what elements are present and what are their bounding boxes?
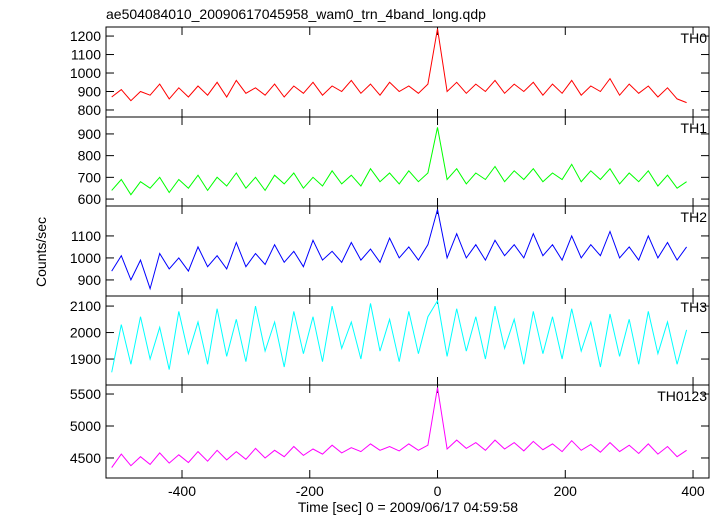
panel-label: TH3: [681, 299, 708, 315]
panel-label: TH0123: [657, 388, 707, 404]
x-tick-label: 400: [681, 483, 705, 499]
y-tick-label: 900: [78, 126, 102, 142]
y-tick-label: 5500: [70, 386, 101, 402]
series-line: [111, 127, 687, 196]
panel-frame: [105, 295, 710, 386]
x-tick-label: 200: [554, 483, 578, 499]
x-axis-label: Time [sec] 0 = 2009/06/17 04:59:58: [298, 499, 518, 515]
series-line: [111, 209, 688, 291]
y-tick-label: 800: [78, 102, 102, 118]
y-tick-label: 900: [78, 272, 102, 288]
y-tick-label: 600: [78, 191, 102, 207]
y-tick-label: 5000: [70, 418, 101, 434]
y-tick-label: 1200: [70, 28, 101, 44]
series-line: [111, 28, 687, 104]
y-tick-label: 1100: [71, 47, 101, 63]
x-tick-label: -400: [168, 483, 196, 499]
x-tick-label: -200: [296, 483, 324, 499]
panel-label: TH1: [681, 120, 708, 136]
y-tick-label: 1100: [71, 228, 101, 244]
y-tick-label: 1000: [70, 250, 101, 266]
y-tick-label: 2100: [70, 298, 101, 314]
y-tick-label: 2000: [70, 325, 101, 341]
x-tick-label: 0: [434, 483, 442, 499]
panel-label: TH2: [681, 209, 708, 225]
chart-title: ae504084010_20090617045958_wam0_trn_4ban…: [106, 6, 486, 22]
series-line: [111, 299, 688, 373]
y-tick-label: 1900: [70, 351, 101, 367]
panel-frame: [105, 26, 710, 118]
y-tick-label: 900: [78, 83, 102, 99]
series-line: [111, 387, 687, 468]
panel-label: TH0: [681, 30, 708, 46]
y-tick-label: 700: [78, 169, 102, 185]
y-tick-label: 800: [78, 148, 102, 164]
panel-frame: [105, 116, 710, 207]
y-axis-label: Counts/sec: [33, 217, 49, 287]
y-tick-label: 4500: [70, 450, 101, 466]
y-tick-label: 1000: [70, 65, 101, 81]
panel-frame: [105, 384, 710, 479]
